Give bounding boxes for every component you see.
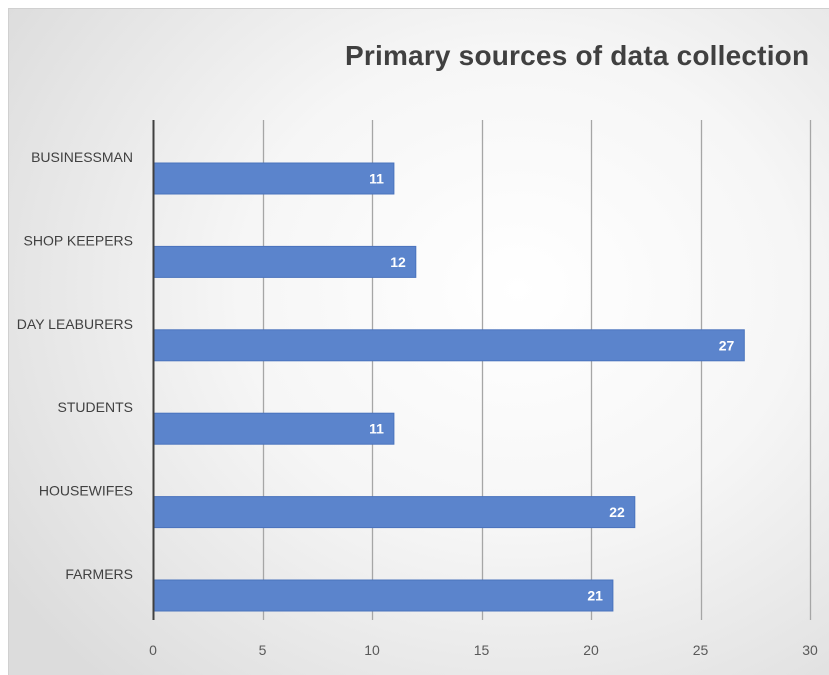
data-label-businessman: 11: [369, 171, 384, 187]
x-tick-label-15: 15: [474, 642, 490, 658]
data-label-housewifes: 22: [609, 504, 625, 520]
bar-businessman: [152, 162, 395, 195]
category-label-businessman: BUSINESSMAN: [31, 149, 133, 165]
bar-students: [152, 412, 395, 445]
bar-day-leaburers: [152, 329, 745, 362]
data-label-farmers: 21: [587, 588, 603, 604]
data-label-shop-keepers: 12: [390, 254, 406, 270]
chart-title: Primary sources of data collection: [345, 40, 810, 71]
x-tick-label-10: 10: [364, 642, 380, 658]
x-tick-label-25: 25: [693, 642, 709, 658]
category-label-shop-keepers: SHOP KEEPERS: [24, 232, 133, 248]
x-tick-label-5: 5: [259, 642, 267, 658]
bar-farmers: [152, 579, 614, 612]
category-label-farmers: FARMERS: [65, 566, 133, 582]
bar-housewifes: [152, 496, 636, 529]
data-label-day-leaburers: 27: [719, 337, 735, 353]
x-tick-label-20: 20: [583, 642, 599, 658]
category-label-students: STUDENTS: [58, 399, 133, 415]
bar-shop-keepers: [152, 245, 417, 278]
data-label-students: 11: [369, 421, 384, 437]
category-label-housewifes: HOUSEWIFES: [39, 483, 133, 499]
x-tick-label-0: 0: [149, 642, 157, 658]
category-label-day-leaburers: DAY LEABURERS: [17, 316, 133, 332]
x-tick-label-30: 30: [802, 642, 818, 658]
